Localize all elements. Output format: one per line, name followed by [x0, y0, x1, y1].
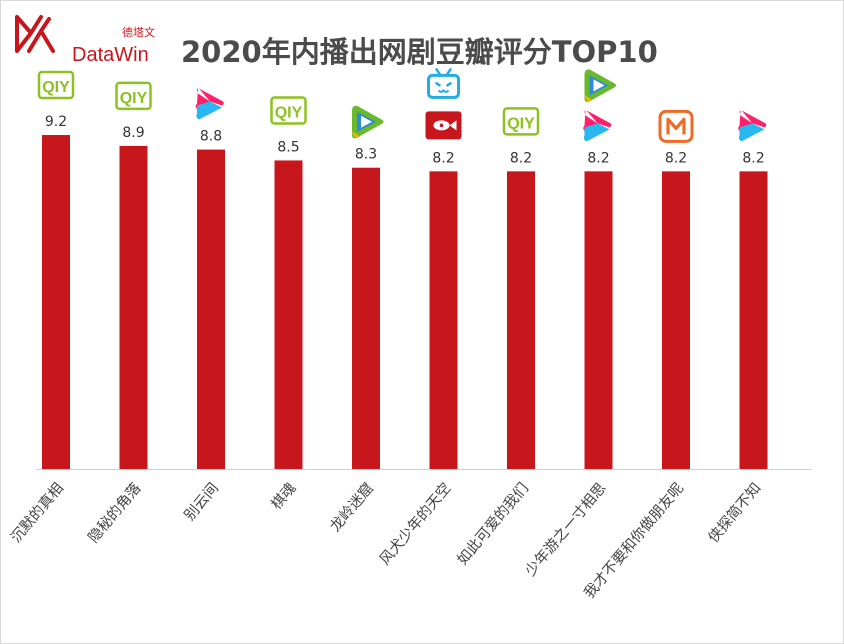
bar-2	[119, 145, 148, 469]
tencent-video-icon	[584, 69, 616, 102]
iqiyi-icon-text: QIY	[275, 104, 303, 121]
value-label-1: 9.2	[45, 114, 67, 130]
brand-name-en: DataWin	[72, 44, 149, 66]
category-label-3: 别云间	[181, 480, 222, 524]
category-label-10: 侠探简不知	[705, 480, 765, 546]
youku-icon	[583, 110, 612, 142]
tencent-video-icon	[352, 105, 384, 139]
category-label-4: 棋魂	[268, 480, 300, 513]
value-label-2: 8.9	[122, 125, 144, 141]
bar-9	[662, 171, 690, 469]
bar-10	[739, 171, 768, 469]
category-label-2: 隐秘的角落	[85, 479, 145, 546]
iqiyi-icon: QIY	[37, 70, 75, 100]
brand-name-cn: 德塔文	[122, 26, 155, 39]
category-label-7: 如此可爱的我们	[454, 480, 532, 569]
youku-icon	[738, 110, 767, 142]
youku-icon	[195, 88, 224, 120]
youku-red-icon	[425, 111, 462, 140]
value-label-5: 8.3	[355, 147, 377, 163]
bar-6	[429, 171, 458, 469]
bar-5	[352, 167, 380, 469]
bar-4	[274, 160, 303, 469]
value-label-6: 8.2	[432, 150, 454, 166]
iqiyi-icon-text: QIY	[42, 79, 70, 96]
value-label-9: 8.2	[665, 150, 687, 166]
chart-title: 2020年内播出网剧豆瓣评分TOP10	[181, 35, 658, 69]
bar-7	[507, 171, 535, 469]
value-label-4: 8.5	[277, 139, 299, 155]
bar-1	[42, 135, 70, 470]
datawin-logo: 德塔文 DataWin	[11, 11, 161, 67]
bar-3	[197, 149, 225, 469]
iqiyi-icon-text: QIY	[120, 90, 148, 107]
iqiyi-icon: QIY	[115, 81, 152, 111]
iqiyi-icon: QIY	[502, 107, 540, 136]
value-label-10: 8.2	[742, 150, 764, 166]
bar-8	[584, 171, 613, 469]
value-label-8: 8.2	[587, 150, 609, 166]
bilibili-icon	[427, 68, 460, 99]
iqiyi-icon-text: QIY	[507, 115, 535, 132]
category-label-6: 风犬少年的天空	[376, 480, 454, 569]
category-label-5: 龙岭迷窟	[326, 479, 377, 535]
datawin-logo-mark	[15, 15, 55, 53]
value-label-3: 8.8	[200, 129, 222, 145]
mgtv-icon	[658, 109, 694, 143]
value-label-7: 8.2	[510, 150, 532, 166]
category-label-1: 沉默的真相	[7, 479, 67, 546]
iqiyi-icon: QIY	[270, 96, 307, 125]
category-label-8: 少年游之一寸相思	[522, 480, 610, 580]
